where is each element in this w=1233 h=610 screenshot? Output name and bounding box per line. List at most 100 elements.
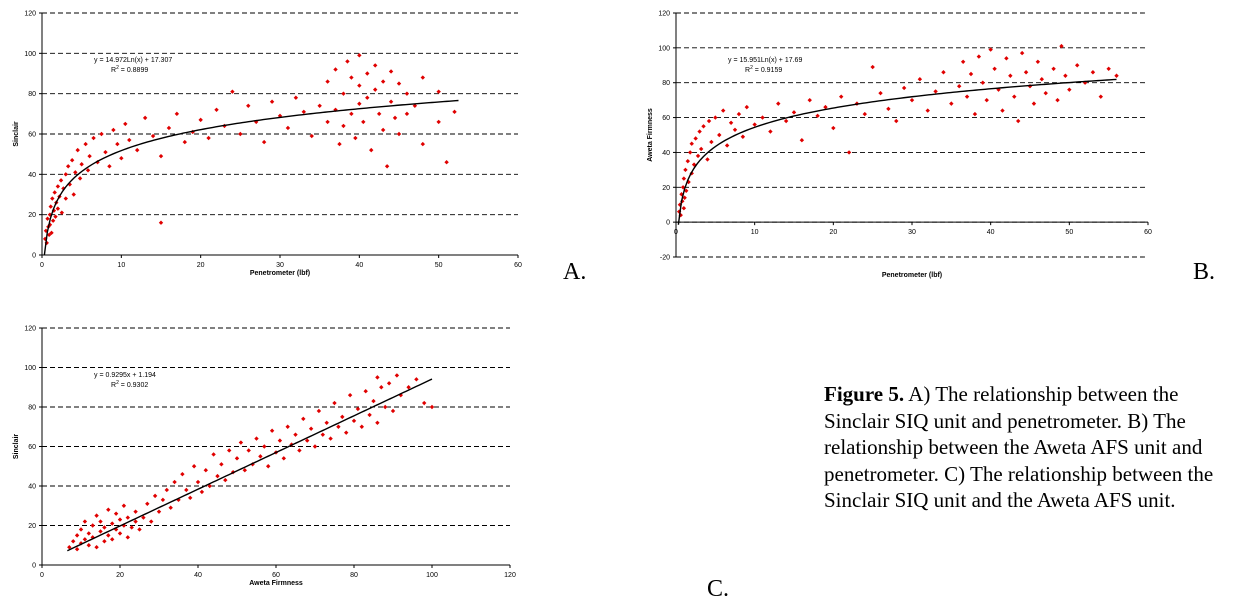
data-point [184, 487, 189, 493]
data-point [166, 125, 172, 131]
x-tick-label: 10 [117, 262, 125, 269]
y-tick-label: 40 [662, 150, 670, 157]
data-point [717, 132, 722, 138]
data-point [121, 503, 127, 508]
data-point [82, 537, 88, 542]
data-point [74, 547, 80, 552]
trendline [67, 378, 433, 552]
y-tick-label: 120 [24, 326, 36, 333]
y-tick-label: 100 [658, 45, 670, 52]
data-point [724, 143, 730, 148]
y-tick-label: 80 [662, 80, 670, 87]
data-point [345, 59, 350, 64]
data-point [227, 448, 232, 453]
data-point [125, 535, 130, 540]
data-point [219, 462, 224, 467]
data-point [396, 81, 402, 86]
data-point [909, 97, 915, 103]
data-point [862, 111, 867, 117]
y-tick-label: 120 [24, 11, 36, 18]
data-point [190, 129, 195, 135]
y-axis-title: Aweta Firmness [647, 108, 654, 162]
y-tick-label: 100 [24, 365, 36, 372]
x-tick-label: 0 [674, 229, 678, 236]
data-point [293, 432, 298, 437]
data-point [976, 54, 982, 59]
data-point [964, 94, 970, 99]
data-point [137, 527, 142, 532]
data-point [149, 519, 154, 524]
data-point [386, 381, 392, 386]
data-point [371, 398, 376, 404]
caption-text: A) The relationship between the Sinclair… [824, 382, 1214, 512]
data-point [73, 170, 78, 175]
data-point [107, 164, 112, 169]
data-point [119, 156, 124, 161]
data-point [340, 414, 345, 420]
data-point [388, 69, 394, 74]
x-axis-title: Aweta Firmness [249, 580, 303, 587]
data-point [1106, 66, 1111, 71]
y-tick-label: 60 [28, 132, 36, 139]
data-point [380, 127, 386, 133]
data-point [55, 206, 61, 211]
data-point [230, 89, 235, 94]
data-point [341, 91, 346, 96]
x-tick-label: 100 [426, 572, 438, 579]
panel-label-a: A. [563, 259, 587, 285]
data-point [683, 167, 688, 173]
data-point [394, 373, 400, 378]
trendline-equation: y = 15.951Ln(x) + 17.69 [728, 57, 802, 64]
data-point [375, 375, 380, 380]
r-squared-superscript: 2 [750, 65, 753, 71]
data-point [375, 420, 380, 425]
x-tick-label: 50 [435, 262, 443, 269]
data-point [925, 108, 930, 113]
r-squared-value: = 0.8899 [119, 67, 148, 74]
data-point [67, 182, 72, 187]
data-point [79, 162, 84, 167]
data-point [760, 115, 765, 120]
data-point [695, 153, 701, 159]
x-tick-label: 60 [1144, 229, 1152, 236]
data-point [388, 99, 394, 104]
data-point [404, 91, 410, 96]
data-point [127, 137, 132, 143]
data-point [367, 412, 372, 418]
data-point [901, 85, 907, 91]
data-point [420, 75, 425, 80]
data-point [188, 495, 193, 501]
data-point [894, 118, 899, 124]
data-point [960, 59, 966, 64]
data-point [968, 71, 974, 77]
y-tick-label: 0 [32, 563, 36, 570]
r-squared-value: = 0.9159 [753, 67, 782, 74]
data-point [164, 487, 169, 493]
data-point [238, 131, 243, 137]
x-tick-label: 20 [116, 572, 124, 579]
data-point [277, 438, 283, 443]
data-point [365, 71, 370, 76]
data-point [223, 477, 228, 483]
data-point [732, 127, 738, 132]
data-point [949, 101, 954, 106]
data-point [50, 196, 55, 201]
data-point [150, 133, 156, 139]
x-axis-title: Penetrometer (lbf) [250, 270, 310, 277]
y-tick-label: 40 [28, 172, 36, 179]
data-point [133, 509, 138, 514]
data-point [214, 107, 219, 112]
trendline-equation: y = 14.972Ln(x) + 17.307 [94, 57, 172, 64]
data-point [281, 456, 286, 461]
data-point [293, 95, 299, 100]
data-point [452, 109, 457, 115]
data-point [203, 468, 208, 473]
data-point [831, 125, 836, 131]
data-point [199, 489, 205, 495]
x-tick-label: 30 [276, 262, 284, 269]
y-axis-title: Sinclair [13, 121, 20, 147]
data-point [99, 131, 104, 137]
data-point [45, 216, 50, 221]
data-point [355, 406, 361, 412]
data-point [1012, 94, 1017, 99]
